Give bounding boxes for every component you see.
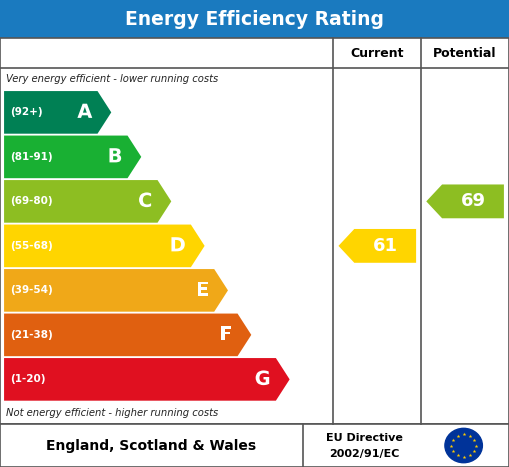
Polygon shape	[4, 313, 251, 356]
Text: Not energy efficient - higher running costs: Not energy efficient - higher running co…	[6, 408, 218, 418]
Polygon shape	[338, 229, 416, 263]
Bar	[0, 0, 509, 38]
Text: 2002/91/EC: 2002/91/EC	[329, 449, 400, 459]
Polygon shape	[4, 135, 142, 178]
Text: 69: 69	[461, 192, 486, 210]
Polygon shape	[4, 358, 290, 401]
Text: Potential: Potential	[433, 47, 497, 59]
Text: Current: Current	[351, 47, 404, 59]
Text: D: D	[169, 236, 186, 255]
Text: EU Directive: EU Directive	[326, 433, 403, 443]
Bar	[0, 424, 509, 467]
Text: (39-54): (39-54)	[10, 285, 53, 295]
Bar	[0, 38, 509, 424]
Polygon shape	[427, 184, 504, 218]
Text: E: E	[196, 281, 209, 300]
Text: (21-38): (21-38)	[10, 330, 53, 340]
Text: Energy Efficiency Rating: Energy Efficiency Rating	[125, 10, 384, 28]
Text: (55-68): (55-68)	[10, 241, 53, 251]
Text: Very energy efficient - lower running costs: Very energy efficient - lower running co…	[6, 74, 218, 84]
Text: C: C	[138, 192, 152, 211]
Polygon shape	[4, 225, 205, 267]
Polygon shape	[4, 91, 111, 134]
Polygon shape	[4, 180, 171, 223]
Text: (81-91): (81-91)	[10, 152, 53, 162]
Text: 61: 61	[373, 237, 398, 255]
Polygon shape	[4, 269, 228, 311]
Text: (92+): (92+)	[10, 107, 43, 117]
Text: G: G	[254, 370, 271, 389]
Text: (69-80): (69-80)	[10, 197, 53, 206]
Circle shape	[445, 428, 483, 463]
Text: F: F	[219, 325, 233, 344]
Text: England, Scotland & Wales: England, Scotland & Wales	[46, 439, 257, 453]
Text: B: B	[108, 148, 123, 166]
Text: (1-20): (1-20)	[10, 375, 46, 384]
Text: A: A	[77, 103, 93, 122]
